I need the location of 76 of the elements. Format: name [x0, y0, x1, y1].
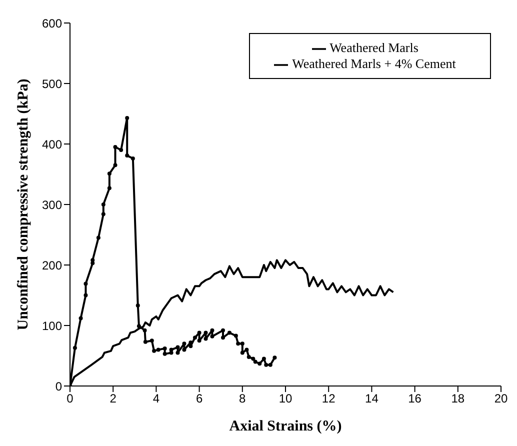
point [192, 336, 197, 340]
x-tick-label: 12 [322, 392, 336, 406]
point [258, 362, 262, 366]
point [210, 328, 214, 332]
point [119, 148, 124, 152]
point [240, 342, 244, 346]
x-tick-label: 18 [451, 392, 465, 406]
point [204, 330, 208, 335]
y-axis-title: Unconfined compressive strength (kPa) [15, 78, 32, 330]
point [90, 258, 95, 262]
x-tick-label: 0 [66, 392, 74, 406]
point [262, 356, 266, 361]
point [272, 356, 277, 360]
point [210, 334, 214, 338]
point [182, 342, 186, 346]
x-tick-label: 10 [278, 392, 292, 406]
point [84, 282, 88, 286]
x-tick-label: 8 [239, 392, 246, 406]
point [78, 316, 83, 320]
point [96, 236, 100, 240]
x-tick-label: 20 [494, 392, 508, 406]
point [234, 334, 238, 338]
point [221, 336, 226, 340]
point [143, 340, 148, 344]
x-tick-label: 6 [196, 392, 203, 406]
point [182, 348, 186, 352]
point [84, 293, 88, 298]
point [162, 346, 167, 350]
point [169, 348, 174, 352]
point [244, 348, 249, 352]
point [136, 304, 140, 308]
point [136, 324, 141, 328]
x-tick-label: 14 [365, 392, 379, 406]
point [197, 330, 202, 335]
point [162, 352, 167, 356]
x-tick-label: 16 [408, 392, 422, 406]
point [150, 338, 154, 343]
point [156, 348, 160, 352]
point [268, 362, 272, 367]
point [246, 354, 251, 359]
y-tick-label: 500 [42, 76, 62, 91]
legend-label: Weathered Marls + 4% Cement [292, 56, 456, 72]
point [188, 344, 193, 348]
point [113, 145, 118, 150]
legend-label: Weathered Marls [330, 40, 418, 55]
point [130, 156, 135, 161]
y-tick-label: 600 [42, 16, 62, 30]
point [176, 345, 180, 350]
point [253, 360, 258, 364]
y-tick-label: 200 [42, 258, 62, 272]
point [264, 362, 268, 367]
point [152, 348, 156, 353]
y-tick-label: 300 [42, 198, 62, 212]
point [251, 356, 256, 361]
point [107, 186, 112, 190]
point [240, 350, 244, 355]
point [125, 116, 130, 120]
point [101, 212, 106, 216]
point [101, 202, 106, 206]
point [221, 328, 226, 332]
point [197, 338, 202, 343]
point [142, 328, 147, 332]
y-tick-label: 100 [42, 318, 62, 333]
y-tick-label: 400 [42, 137, 62, 152]
x-tick-label: 4 [152, 392, 160, 406]
point [113, 163, 118, 168]
y-tick-label: 0 [55, 379, 62, 394]
x-axis-title: Axial Strains (%) [229, 418, 342, 435]
point [107, 172, 112, 176]
point [72, 346, 77, 350]
point [176, 350, 180, 355]
point [125, 153, 130, 158]
point [236, 342, 240, 346]
x-tick-label: 2 [110, 392, 117, 406]
point [204, 336, 208, 341]
point [227, 330, 232, 335]
